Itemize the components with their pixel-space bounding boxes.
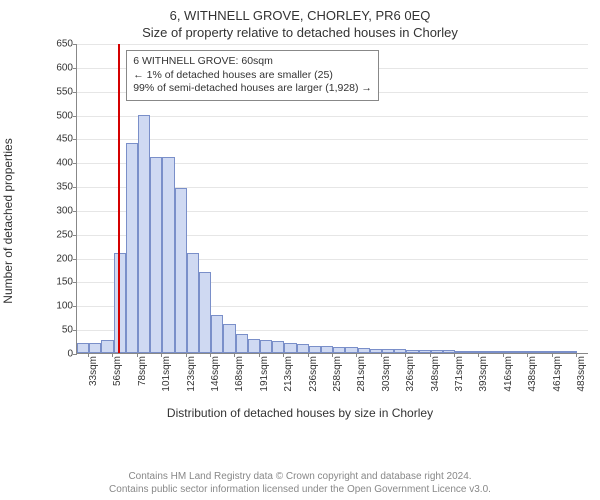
xtick-label: 168sqm bbox=[234, 356, 245, 392]
histogram-bar bbox=[150, 157, 162, 353]
ytick-label: 550 bbox=[49, 86, 73, 97]
ytick-mark bbox=[73, 235, 77, 236]
xtick-label: 438sqm bbox=[527, 356, 538, 392]
ytick-mark bbox=[73, 330, 77, 331]
xtick-label: 303sqm bbox=[381, 356, 392, 392]
histogram-bar bbox=[248, 339, 260, 353]
xtick-label: 416sqm bbox=[503, 356, 514, 392]
gridline-h bbox=[77, 44, 588, 45]
histogram-bar bbox=[284, 343, 296, 353]
histogram-bar bbox=[211, 315, 223, 353]
histogram-bar bbox=[236, 334, 248, 353]
ytick-label: 400 bbox=[49, 158, 73, 169]
ytick-label: 450 bbox=[49, 134, 73, 145]
annotation-line3: 99% of semi-detached houses are larger (… bbox=[133, 82, 372, 96]
page-title-line2: Size of property relative to detached ho… bbox=[0, 23, 600, 44]
page-title-line1: 6, WITHNELL GROVE, CHORLEY, PR6 0EQ bbox=[0, 0, 600, 23]
ytick-label: 150 bbox=[49, 277, 73, 288]
x-axis-label: Distribution of detached houses by size … bbox=[0, 406, 600, 420]
histogram-bar bbox=[187, 253, 199, 353]
histogram-bar bbox=[309, 346, 321, 353]
xtick-label: 213sqm bbox=[283, 356, 294, 392]
histogram-bar bbox=[175, 188, 187, 353]
ytick-mark bbox=[73, 187, 77, 188]
histogram-bar bbox=[138, 115, 150, 353]
histogram-bar bbox=[260, 340, 272, 353]
ytick-mark bbox=[73, 116, 77, 117]
ytick-label: 0 bbox=[49, 349, 73, 360]
xtick-label: 371sqm bbox=[454, 356, 465, 392]
ytick-mark bbox=[73, 282, 77, 283]
reference-marker-line bbox=[118, 44, 120, 353]
xtick-label: 483sqm bbox=[576, 356, 587, 392]
ytick-mark bbox=[73, 306, 77, 307]
ytick-label: 500 bbox=[49, 110, 73, 121]
ytick-mark bbox=[73, 211, 77, 212]
ytick-label: 200 bbox=[49, 253, 73, 264]
annotation-box: 6 WITHNELL GROVE: 60sqm ← 1% of detached… bbox=[126, 50, 379, 101]
footer-line2: Contains public sector information licen… bbox=[0, 484, 600, 497]
histogram-chart: Number of detached properties 0501001502… bbox=[46, 44, 588, 384]
xtick-label: 258sqm bbox=[332, 356, 343, 392]
histogram-bar bbox=[504, 351, 516, 353]
histogram-bar bbox=[321, 346, 333, 353]
xtick-label: 56sqm bbox=[112, 356, 123, 386]
histogram-bar bbox=[89, 343, 101, 353]
histogram-bar bbox=[358, 348, 370, 353]
xtick-label: 101sqm bbox=[161, 356, 172, 392]
footer-line1: Contains HM Land Registry data © Crown c… bbox=[0, 471, 600, 484]
histogram-bar bbox=[162, 157, 174, 353]
plot-area: 050100150200250300350400450500550600650 … bbox=[76, 44, 588, 354]
gridline-h bbox=[77, 139, 588, 140]
histogram-bar bbox=[297, 344, 309, 353]
ytick-mark bbox=[73, 163, 77, 164]
x-tick-area: 33sqm56sqm78sqm101sqm123sqm146sqm168sqm1… bbox=[76, 354, 588, 384]
ytick-label: 350 bbox=[49, 182, 73, 193]
histogram-bar bbox=[455, 351, 467, 353]
histogram-bar bbox=[126, 143, 138, 353]
histogram-bar bbox=[406, 350, 418, 353]
xtick-label: 393sqm bbox=[478, 356, 489, 392]
gridline-h bbox=[77, 116, 588, 117]
xtick-label: 146sqm bbox=[210, 356, 221, 392]
histogram-bar bbox=[272, 341, 284, 353]
annotation-line2: ← 1% of detached houses are smaller (25) bbox=[133, 69, 372, 83]
histogram-bar bbox=[77, 343, 89, 353]
xtick-label: 236sqm bbox=[308, 356, 319, 392]
ytick-mark bbox=[73, 139, 77, 140]
ytick-label: 100 bbox=[49, 301, 73, 312]
histogram-bar bbox=[333, 347, 345, 353]
histogram-bar bbox=[480, 351, 492, 353]
xtick-label: 348sqm bbox=[430, 356, 441, 392]
histogram-bar bbox=[382, 349, 394, 353]
xtick-label: 191sqm bbox=[259, 356, 270, 392]
ytick-label: 250 bbox=[49, 229, 73, 240]
histogram-bar bbox=[529, 351, 541, 353]
ytick-label: 600 bbox=[49, 62, 73, 73]
annotation-line1: 6 WITHNELL GROVE: 60sqm bbox=[133, 55, 372, 69]
histogram-bar bbox=[199, 272, 211, 353]
ytick-mark bbox=[73, 44, 77, 45]
xtick-label: 123sqm bbox=[186, 356, 197, 392]
y-axis-label: Number of detached properties bbox=[1, 138, 15, 303]
xtick-label: 326sqm bbox=[405, 356, 416, 392]
ytick-mark bbox=[73, 259, 77, 260]
ytick-label: 300 bbox=[49, 205, 73, 216]
xtick-label: 78sqm bbox=[137, 356, 148, 386]
histogram-bar bbox=[223, 324, 235, 353]
xtick-label: 33sqm bbox=[88, 356, 99, 386]
ytick-label: 50 bbox=[49, 325, 73, 336]
footer-attribution: Contains HM Land Registry data © Crown c… bbox=[0, 471, 600, 496]
ytick-mark bbox=[73, 92, 77, 93]
histogram-bar bbox=[101, 340, 113, 353]
histogram-bar bbox=[431, 350, 443, 353]
xtick-label: 281sqm bbox=[356, 356, 367, 392]
histogram-bar bbox=[553, 351, 565, 353]
ytick-label: 650 bbox=[49, 39, 73, 50]
ytick-mark bbox=[73, 68, 77, 69]
xtick-label: 461sqm bbox=[552, 356, 563, 392]
